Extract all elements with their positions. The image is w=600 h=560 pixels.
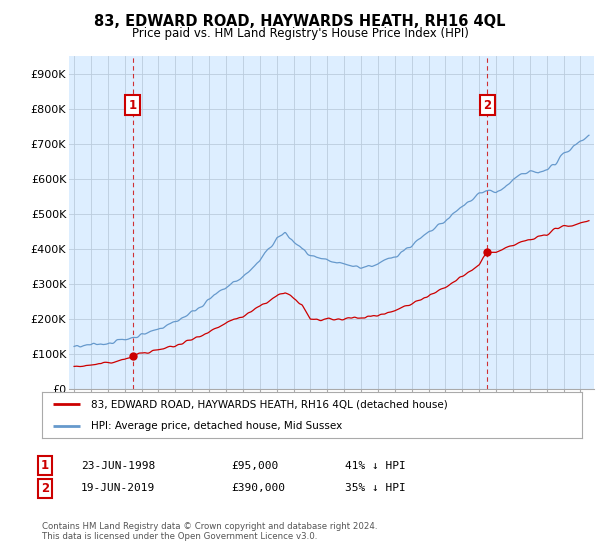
Text: 2: 2 (41, 482, 49, 495)
Text: 83, EDWARD ROAD, HAYWARDS HEATH, RH16 4QL (detached house): 83, EDWARD ROAD, HAYWARDS HEATH, RH16 4Q… (91, 399, 448, 409)
Text: 41% ↓ HPI: 41% ↓ HPI (345, 461, 406, 471)
Text: Contains HM Land Registry data © Crown copyright and database right 2024.
This d: Contains HM Land Registry data © Crown c… (42, 522, 377, 542)
Text: 2: 2 (483, 99, 491, 111)
Text: £95,000: £95,000 (231, 461, 278, 471)
Text: Price paid vs. HM Land Registry's House Price Index (HPI): Price paid vs. HM Land Registry's House … (131, 27, 469, 40)
Text: £390,000: £390,000 (231, 483, 285, 493)
Text: 1: 1 (128, 99, 137, 111)
Text: HPI: Average price, detached house, Mid Sussex: HPI: Average price, detached house, Mid … (91, 421, 342, 431)
Text: 23-JUN-1998: 23-JUN-1998 (81, 461, 155, 471)
Text: 83, EDWARD ROAD, HAYWARDS HEATH, RH16 4QL: 83, EDWARD ROAD, HAYWARDS HEATH, RH16 4Q… (94, 14, 506, 29)
Text: 35% ↓ HPI: 35% ↓ HPI (345, 483, 406, 493)
Text: 1: 1 (41, 459, 49, 473)
Text: 19-JUN-2019: 19-JUN-2019 (81, 483, 155, 493)
